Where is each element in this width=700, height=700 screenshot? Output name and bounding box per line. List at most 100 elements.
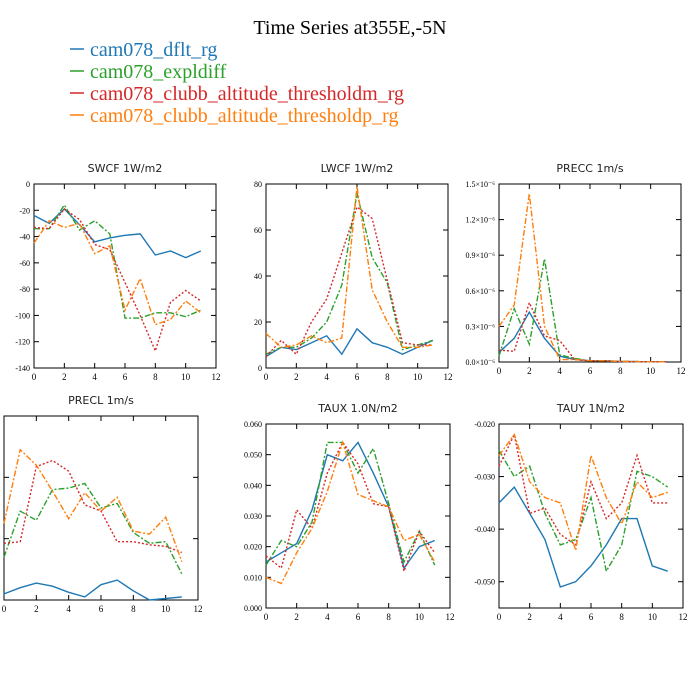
x-tick-label: 10 bbox=[646, 366, 656, 376]
y-tick-label: 0.020 bbox=[244, 543, 262, 552]
series-line bbox=[265, 441, 436, 566]
chart-panel: TAUY 1N/m2 0 2 4 6 8 10 12 -0.020 -0.030 -0.040 -0.… bbox=[474, 402, 687, 622]
series-line bbox=[498, 449, 669, 574]
series-line bbox=[33, 208, 202, 259]
series-line bbox=[498, 258, 666, 363]
x-tick-label: 8 bbox=[385, 372, 390, 382]
y-tick-label: 20 bbox=[254, 318, 262, 327]
y-tick-label: 0 bbox=[26, 180, 30, 189]
chart-panels: SWCF 1W/m2 0 2 4 6 8 10 12 0 -20 -40 -60 -80 -100 -120… bbox=[0, 162, 688, 622]
y-tick-label: 0.030 bbox=[244, 512, 262, 521]
x-tick-label: 6 bbox=[588, 366, 593, 376]
y-tick-label: 1.2×10⁻⁶ bbox=[465, 216, 495, 225]
x-tick-label: 4 bbox=[558, 612, 563, 622]
x-tick-label: 0 bbox=[497, 366, 502, 376]
legend-label: cam078_clubb_altitude_thresholdp_rg bbox=[90, 105, 398, 127]
series-line bbox=[33, 208, 202, 353]
chart-panel: LWCF 1W/m2 0 2 4 6 8 10 12 0 20 40 60 80 bbox=[254, 162, 453, 382]
y-tick-label: 80 bbox=[254, 180, 262, 189]
legend-label: cam078_expldiff bbox=[90, 61, 227, 83]
series-line bbox=[265, 441, 435, 570]
x-tick-label: 8 bbox=[618, 366, 623, 376]
series-line bbox=[498, 485, 668, 588]
y-tick-label: 0.9×10⁻⁶ bbox=[465, 251, 495, 260]
x-tick-label: 12 bbox=[212, 372, 221, 382]
x-tick-label: 6 bbox=[123, 372, 128, 382]
x-tick-label: 12 bbox=[444, 372, 453, 382]
series-line bbox=[265, 205, 433, 357]
legend-item: cam078_dflt_rg bbox=[70, 39, 217, 61]
y-tick-label: 0.3×10⁻⁶ bbox=[465, 322, 495, 331]
x-tick-label: 2 bbox=[294, 372, 299, 382]
panel-title: TAUY 1N/m2 bbox=[556, 402, 625, 415]
figure-title: Time Series at355E,-5N bbox=[253, 17, 446, 39]
x-tick-label: 0 bbox=[2, 604, 7, 614]
series-line bbox=[3, 459, 183, 554]
series-line bbox=[265, 441, 436, 574]
x-tick-label: 0 bbox=[264, 372, 269, 382]
series-line bbox=[265, 193, 434, 355]
series-line bbox=[34, 203, 202, 319]
chart-panel: TAUX 1.0N/m2 0 2 4 6 8 10 12 0.000 0.010 0.020 0.03… bbox=[244, 402, 455, 622]
y-tick-label: -20 bbox=[19, 206, 30, 215]
x-tick-label: 10 bbox=[181, 372, 191, 382]
series-line bbox=[265, 186, 433, 349]
y-tick-label: 0.060 bbox=[244, 420, 262, 429]
x-tick-label: 8 bbox=[386, 612, 391, 622]
x-tick-label: 4 bbox=[557, 366, 562, 376]
legend-item: cam078_expldiff bbox=[70, 61, 227, 83]
y-tick-label: -120 bbox=[15, 338, 30, 347]
y-tick-label: -140 bbox=[15, 364, 30, 373]
panel-title: SWCF 1W/m2 bbox=[88, 162, 163, 175]
y-tick-label: -80 bbox=[19, 285, 30, 294]
chart-panel: PRECC 1m/s 0 2 4 6 8 10 12 0.0×10⁻⁶ 0.3×10⁻⁶ 0.6×1… bbox=[465, 162, 685, 376]
y-tick-label: 0.6×10⁻⁶ bbox=[465, 287, 495, 296]
x-tick-label: 12 bbox=[446, 612, 455, 622]
x-tick-label: 6 bbox=[589, 612, 594, 622]
y-tick-label: 0.040 bbox=[244, 481, 262, 490]
x-tick-label: 6 bbox=[99, 604, 104, 614]
y-tick-label: -0.050 bbox=[474, 578, 495, 587]
series-line bbox=[265, 327, 434, 358]
x-tick-label: 12 bbox=[194, 604, 203, 614]
x-tick-label: 2 bbox=[527, 366, 532, 376]
x-tick-label: 2 bbox=[294, 612, 299, 622]
x-tick-label: 2 bbox=[527, 612, 532, 622]
panel-title: PRECL 1m/s bbox=[68, 394, 134, 407]
y-tick-label: 0.0×10⁻⁶ bbox=[465, 358, 495, 367]
legend-item: cam078_clubb_altitude_thresholdm_rg bbox=[70, 83, 404, 105]
y-tick-label: 0.010 bbox=[244, 573, 262, 582]
legend: cam078_dflt_rgcam078_expldiffcam078_club… bbox=[70, 39, 404, 127]
x-tick-label: 10 bbox=[413, 372, 423, 382]
x-tick-label: 12 bbox=[677, 366, 686, 376]
x-tick-label: 12 bbox=[679, 612, 688, 622]
x-tick-label: 8 bbox=[619, 612, 624, 622]
legend-label: cam078_dflt_rg bbox=[90, 39, 217, 61]
series-line bbox=[498, 300, 666, 363]
x-tick-label: 10 bbox=[415, 612, 425, 622]
series-line bbox=[3, 482, 183, 575]
y-tick-label: -60 bbox=[19, 259, 30, 268]
x-tick-label: 2 bbox=[62, 372, 67, 382]
x-tick-label: 4 bbox=[66, 604, 71, 614]
y-tick-label: -0.020 bbox=[474, 420, 495, 429]
x-tick-label: 0 bbox=[264, 612, 269, 622]
panel-title: PRECC 1m/s bbox=[556, 162, 624, 175]
y-tick-label: 40 bbox=[254, 272, 262, 281]
y-tick-label: 0.000 bbox=[244, 604, 262, 613]
y-tick-label: 60 bbox=[254, 226, 262, 235]
x-tick-label: 4 bbox=[324, 372, 329, 382]
series-line bbox=[498, 193, 666, 363]
series-line bbox=[498, 432, 668, 547]
chart-panel: SWCF 1W/m2 0 2 4 6 8 10 12 0 -20 -40 -60 -80 -100 -120… bbox=[15, 162, 220, 382]
x-tick-label: 10 bbox=[648, 612, 658, 622]
x-tick-label: 6 bbox=[355, 372, 360, 382]
panel-title: LWCF 1W/m2 bbox=[321, 162, 394, 175]
plot-frame bbox=[265, 423, 451, 609]
x-tick-label: 0 bbox=[497, 612, 502, 622]
x-tick-label: 8 bbox=[153, 372, 158, 382]
y-tick-label: 0 bbox=[258, 364, 262, 373]
panel-title: TAUX 1.0N/m2 bbox=[317, 402, 398, 415]
x-tick-label: 10 bbox=[161, 604, 171, 614]
